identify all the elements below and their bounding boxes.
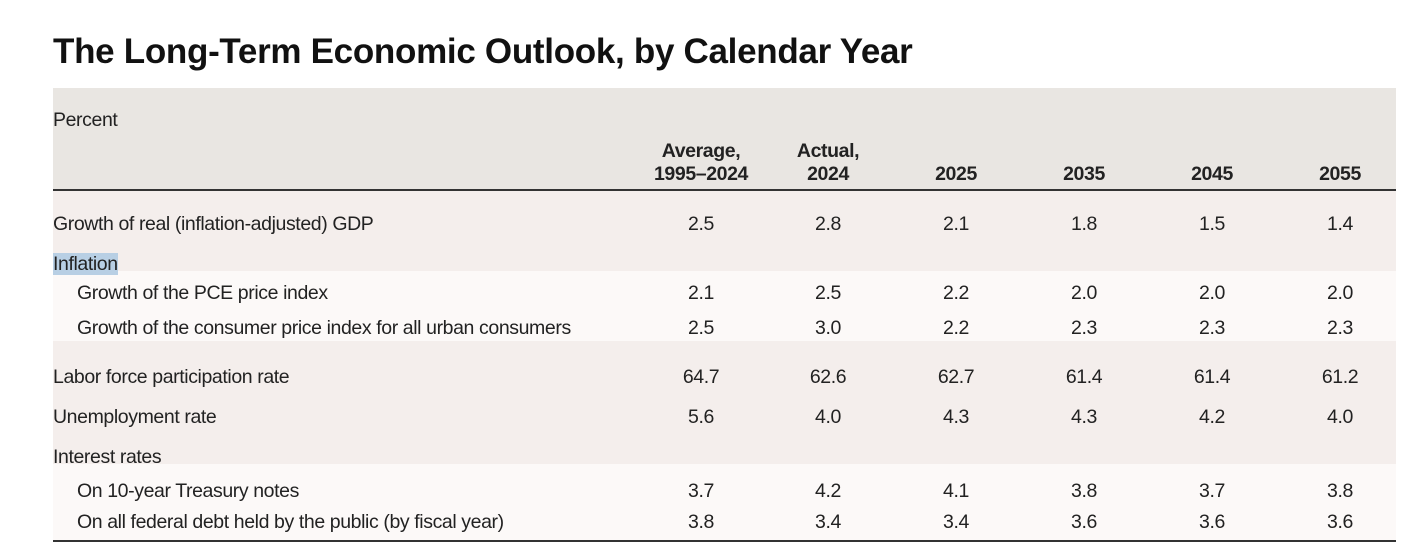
cell-value: 2.3: [1327, 317, 1353, 339]
cell-value: 3.6: [1327, 511, 1353, 533]
cell-value: 1.4: [1327, 213, 1353, 235]
cell-value: 2.1: [943, 213, 969, 235]
cell-value: 3.7: [1199, 480, 1225, 502]
cell-value: 62.7: [937, 366, 975, 388]
cell-value: 1.5: [1199, 213, 1225, 235]
cell-value: 3.8: [688, 511, 714, 533]
row-label: Unemployment rate: [53, 406, 217, 428]
cell-value: 2.3: [1071, 317, 1097, 339]
cell-value: 4.3: [943, 406, 969, 428]
cell-value: 2.0: [1199, 282, 1225, 304]
cell-value: 2.3: [1199, 317, 1225, 339]
row-label: Interest rates: [53, 446, 162, 468]
cell-value: 3.8: [1327, 480, 1353, 502]
cell-value: 3.4: [943, 511, 969, 533]
cell-value: 4.2: [1199, 406, 1225, 428]
row-label: Growth of real (inflation-adjusted) GDP: [53, 213, 374, 235]
column-header: 2045: [1191, 163, 1233, 185]
column-header: 1995–2024: [653, 163, 748, 185]
column-header: 2024: [807, 163, 849, 185]
cell-value: 1.8: [1071, 213, 1097, 235]
cell-value: 4.2: [815, 480, 841, 502]
row-band: [53, 191, 1396, 271]
title: The Long-Term Economic Outlook, by Calen…: [53, 32, 913, 71]
row-label: Growth of the consumer price index for a…: [77, 317, 571, 339]
cell-value: 5.6: [688, 406, 714, 428]
row-label: Inflation: [53, 253, 118, 275]
row-label: On 10-year Treasury notes: [77, 480, 299, 502]
column-header: Actual,: [796, 140, 860, 162]
header-rule: [53, 189, 1396, 191]
header-band: [53, 88, 1396, 190]
column-header: 2035: [1063, 163, 1105, 185]
cell-value: 2.5: [815, 282, 841, 304]
row-label: Labor force participation rate: [53, 366, 290, 388]
cell-value: 61.4: [1193, 366, 1231, 388]
cell-value: 2.2: [943, 282, 969, 304]
cell-value: 4.0: [815, 406, 841, 428]
cell-value: 3.0: [815, 317, 841, 339]
cell-value: 61.2: [1321, 366, 1359, 388]
cell-value: 64.7: [682, 366, 720, 388]
cell-value: 3.6: [1071, 511, 1097, 533]
cell-value: 4.3: [1071, 406, 1097, 428]
cell-value: 2.5: [688, 213, 714, 235]
bottom-rule: [53, 540, 1396, 542]
column-header: 2025: [935, 163, 977, 185]
cell-value: 4.0: [1327, 406, 1353, 428]
cell-value: 62.6: [809, 366, 847, 388]
row-band: [53, 341, 1396, 464]
column-header: 2055: [1319, 163, 1361, 185]
row-label: On all federal debt held by the public (…: [77, 511, 504, 533]
cell-value: 2.0: [1327, 282, 1353, 304]
cell-value: 3.8: [1071, 480, 1097, 502]
cell-value: 3.7: [688, 480, 714, 502]
cell-value: 2.0: [1071, 282, 1097, 304]
cell-value: 3.4: [815, 511, 841, 533]
column-header: Average,: [661, 140, 741, 162]
unit-label: Percent: [53, 109, 118, 131]
row-label: Growth of the PCE price index: [77, 282, 328, 304]
cell-value: 2.5: [688, 317, 714, 339]
cell-value: 2.2: [943, 317, 969, 339]
cell-value: 3.6: [1199, 511, 1225, 533]
row-band: [53, 271, 1396, 341]
cell-value: 4.1: [943, 480, 969, 502]
row-band: [53, 464, 1396, 540]
cell-value: 2.8: [815, 213, 841, 235]
cell-value: 61.4: [1065, 366, 1103, 388]
cell-value: 2.1: [688, 282, 714, 304]
